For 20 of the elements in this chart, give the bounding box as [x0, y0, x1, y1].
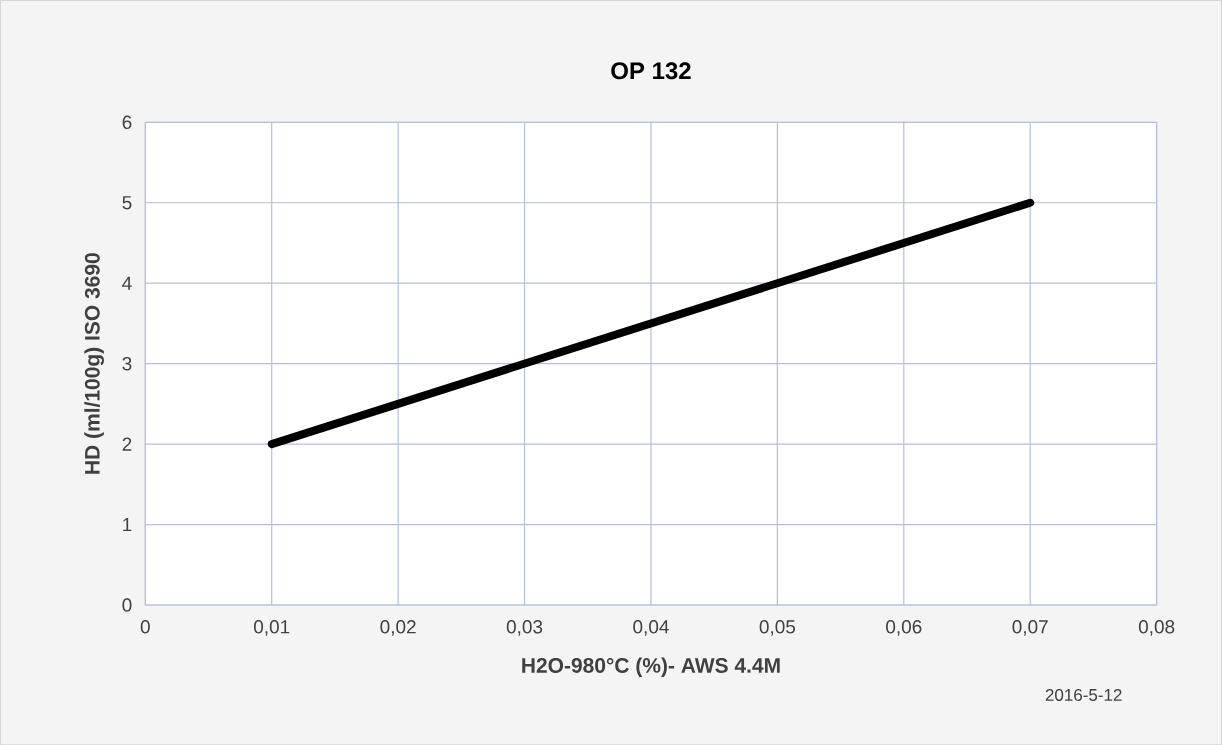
- y-axis-title: HD (ml/100g) ISO 3690: [84, 253, 104, 474]
- y-tick-label: 2: [122, 437, 132, 451]
- y-tick-label: 5: [122, 195, 132, 210]
- y-tick-label: 1: [123, 517, 132, 531]
- x-tick-label: 0,08: [1138, 619, 1175, 636]
- x-tick-label: 0,07: [1012, 619, 1048, 636]
- x-axis-title: H2O-980°C (%)- AWS 4.4M: [522, 657, 780, 677]
- x-tick-label: 0,05: [759, 619, 796, 636]
- text: 2016-5-12: [1045, 688, 1122, 701]
- x-tick-label: 0: [140, 619, 150, 634]
- y-tick-label: 6: [122, 115, 132, 129]
- chart-title: OP 132: [611, 62, 691, 80]
- x-tick-label: 0,03: [506, 619, 543, 636]
- x-tick-label: 0,02: [380, 619, 416, 636]
- x-tick-label: 0,01: [254, 619, 290, 636]
- y-tick-label: 4: [122, 276, 132, 290]
- y-tick-label: 3: [122, 356, 132, 371]
- x-tick-label: 0,04: [633, 619, 669, 636]
- x-tick-label: 0,06: [886, 619, 922, 636]
- y-tick-label: 0: [122, 598, 132, 612]
